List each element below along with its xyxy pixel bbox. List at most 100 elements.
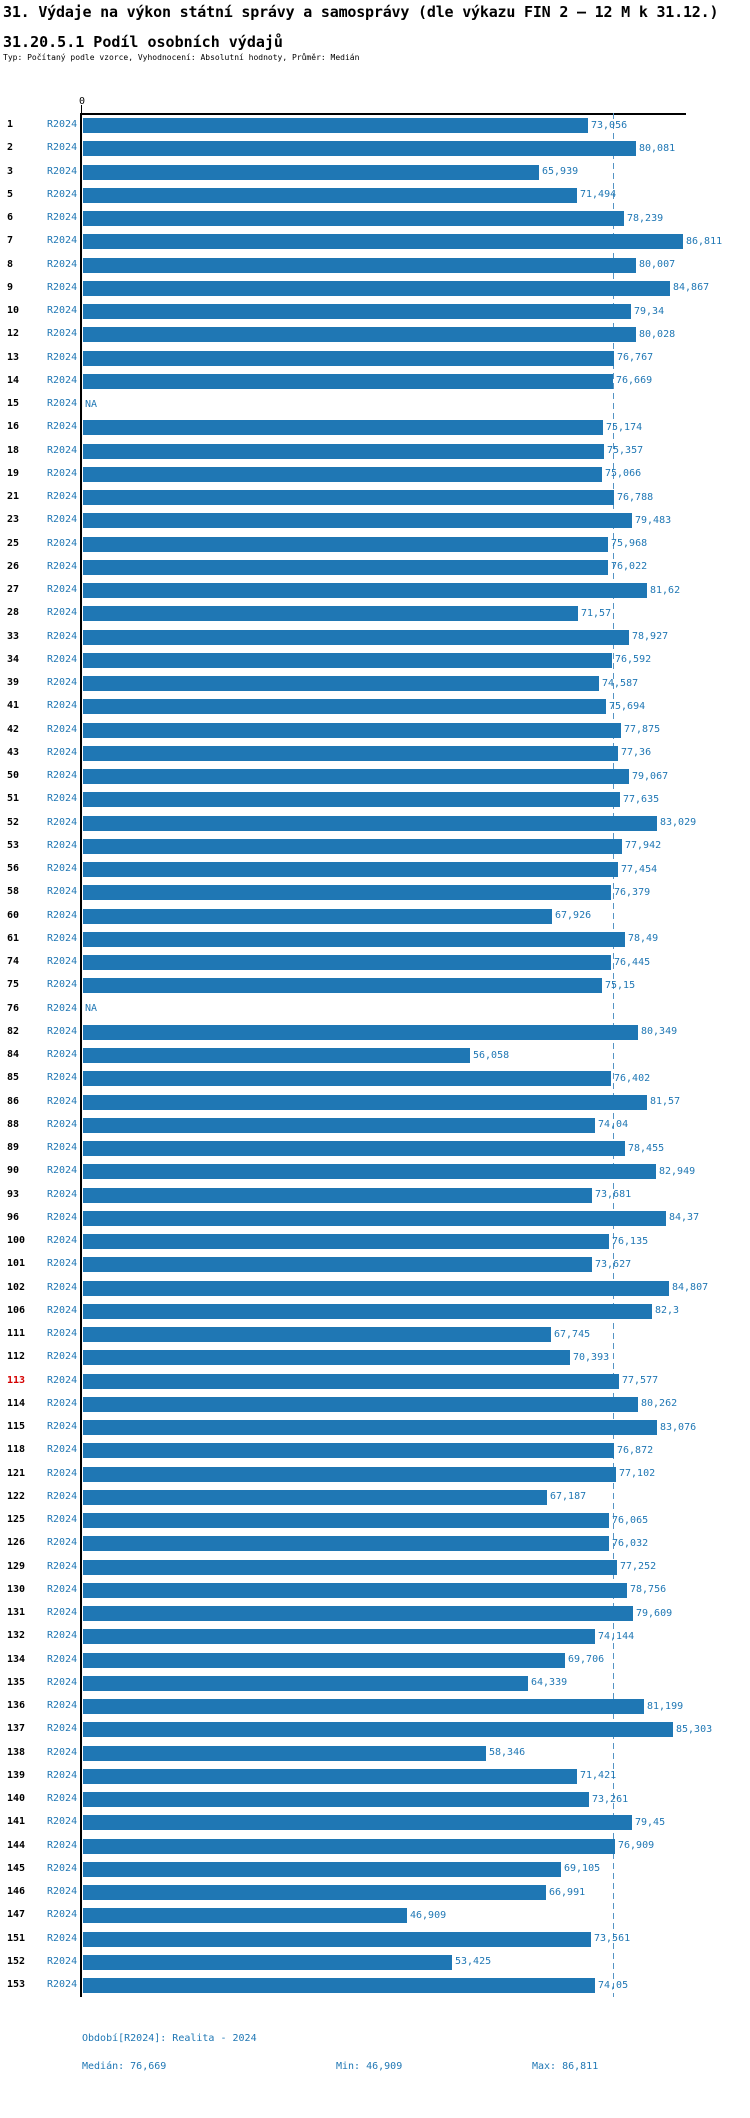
series-label: R2024 xyxy=(47,1630,78,1642)
value-label: 73,627 xyxy=(595,1258,632,1270)
series-label: R2024 xyxy=(47,537,78,549)
bar xyxy=(83,1280,669,1296)
chart-row: 5 R2024 71,494 xyxy=(0,184,750,207)
row-number: 100 xyxy=(7,1235,26,1246)
zero-axis-label: 0 xyxy=(78,96,86,107)
chart-row: 146 R2024 66,991 xyxy=(0,1881,750,1904)
row-number: 137 xyxy=(7,1723,26,1735)
chart-row: 102 R2024 84,807 xyxy=(0,1277,750,1300)
bar xyxy=(83,652,612,668)
bar xyxy=(83,1931,591,1947)
bar xyxy=(83,1768,577,1784)
row-number: 136 xyxy=(7,1700,26,1711)
bar xyxy=(83,1978,595,1993)
value-label: 79,34 xyxy=(634,305,665,317)
chart-row: 125 R2024 76,065 xyxy=(0,1509,750,1532)
chart-row: 1 R2024 73,056 xyxy=(0,114,750,137)
chart-row: 141 R2024 79,45 xyxy=(0,1811,750,1834)
chart-row: 121 R2024 77,102 xyxy=(0,1463,750,1486)
chart-row: 58 R2024 76,379 xyxy=(0,881,750,904)
bar xyxy=(83,211,624,226)
chart-row: 39 R2024 74,587 xyxy=(0,672,750,695)
row-number: 12 xyxy=(7,328,20,340)
series-label: R2024 xyxy=(47,1653,78,1665)
series-label: R2024 xyxy=(47,723,78,735)
value-label: 77,875 xyxy=(624,724,661,735)
bar xyxy=(83,1234,609,1249)
series-label: R2024 xyxy=(47,932,78,944)
bar xyxy=(83,304,631,319)
bar xyxy=(83,838,622,854)
row-number: 50 xyxy=(7,770,20,781)
value-label: 81,199 xyxy=(647,1700,684,1712)
row-number: 122 xyxy=(7,1490,26,1502)
series-label: R2024 xyxy=(47,351,78,363)
value-label: 58,346 xyxy=(489,1747,526,1758)
value-label: 76,135 xyxy=(612,1235,649,1247)
series-label: R2024 xyxy=(47,374,78,386)
row-number: 82 xyxy=(7,1025,20,1037)
value-label: 67,926 xyxy=(555,910,592,921)
series-label: R2024 xyxy=(47,1211,78,1223)
row-number: 28 xyxy=(7,607,20,619)
series-label: R2024 xyxy=(47,1909,78,1921)
row-number: 146 xyxy=(7,1886,26,1897)
bar xyxy=(83,559,608,575)
row-number: 9 xyxy=(7,281,14,293)
series-label: R2024 xyxy=(47,1025,78,1037)
value-label: 79,609 xyxy=(636,1607,673,1619)
row-number: 3 xyxy=(7,165,14,177)
value-label: 75,15 xyxy=(605,979,636,991)
chart-row: 93 R2024 73,681 xyxy=(0,1184,750,1207)
row-number: 6 xyxy=(7,212,14,223)
type-line: Typ: Počítaný podle vzorce, Vyhodnocení:… xyxy=(3,53,360,62)
chart-row: 9 R2024 84,867 xyxy=(0,277,750,300)
bar xyxy=(83,978,602,994)
bar xyxy=(83,908,552,924)
value-label: 76,379 xyxy=(614,886,651,898)
series-label: R2024 xyxy=(47,1560,78,1572)
row-number: 14 xyxy=(7,374,20,386)
value-label: 75,174 xyxy=(606,421,643,433)
footer-median: Medián: 76,669 xyxy=(82,2061,167,2072)
bar xyxy=(83,118,588,133)
chart-row: 134 R2024 69,706 xyxy=(0,1649,750,1672)
chart-row: 90 R2024 82,949 xyxy=(0,1160,750,1183)
series-label: R2024 xyxy=(47,1607,78,1618)
row-number: 60 xyxy=(7,909,20,921)
chart-row: 115 R2024 83,076 xyxy=(0,1416,750,1439)
bar xyxy=(83,1350,570,1366)
chart-row: 74 R2024 76,445 xyxy=(0,951,750,974)
series-label: R2024 xyxy=(47,1258,78,1270)
bar xyxy=(83,1466,616,1482)
bar xyxy=(83,1117,595,1133)
bar xyxy=(83,1210,666,1226)
value-label: 78,455 xyxy=(628,1142,665,1154)
bar xyxy=(83,885,611,901)
value-label: 67,187 xyxy=(550,1491,587,1503)
series-label: R2024 xyxy=(47,1955,78,1967)
series-label: R2024 xyxy=(47,258,78,270)
chart-row: 138 R2024 58,346 xyxy=(0,1742,750,1765)
value-label: 79,45 xyxy=(635,1816,666,1828)
series-label: R2024 xyxy=(47,1816,78,1828)
value-label: 77,252 xyxy=(620,1561,657,1572)
row-number: 13 xyxy=(7,351,20,363)
value-label: 78,756 xyxy=(630,1584,667,1596)
series-label: R2024 xyxy=(47,1397,78,1409)
row-number: 126 xyxy=(7,1537,26,1549)
chart-row: 7 R2024 86,811 xyxy=(0,230,750,253)
row-number: 1 xyxy=(7,119,14,130)
row-number: 89 xyxy=(7,1142,20,1153)
row-number: 74 xyxy=(7,956,20,967)
bar xyxy=(83,1443,614,1459)
chart-row: 16 R2024 75,174 xyxy=(0,416,750,439)
value-label: 80,081 xyxy=(639,142,676,154)
chart-row: 41 R2024 75,694 xyxy=(0,695,750,718)
row-number: 23 xyxy=(7,514,20,526)
chart-row: 152 R2024 53,425 xyxy=(0,1951,750,1974)
row-number: 85 xyxy=(7,1072,20,1084)
series-label: R2024 xyxy=(47,398,78,409)
row-number: 7 xyxy=(7,235,14,247)
row-number: 58 xyxy=(7,886,20,898)
